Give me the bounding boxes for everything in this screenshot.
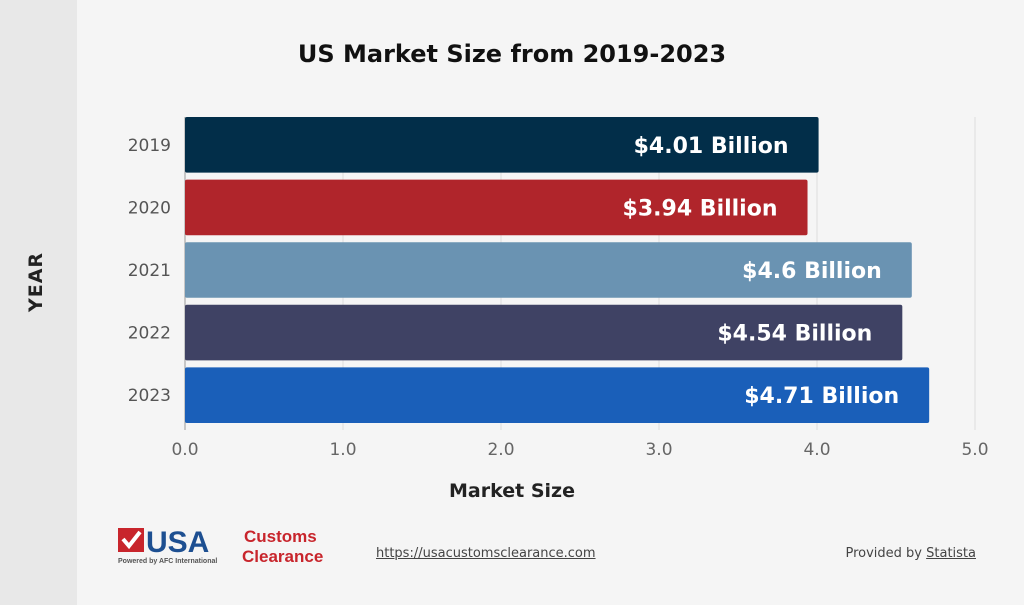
data-label: $3.94 Billion (623, 196, 778, 221)
bar-2019 (185, 117, 819, 173)
x-tick-label: 1.0 (329, 440, 356, 460)
data-label: $4.71 Billion (744, 384, 899, 409)
bar-2022 (185, 304, 903, 361)
data-label: $4.01 Billion (634, 134, 789, 159)
provided-by-label: Provided by (845, 546, 922, 561)
website-link[interactable]: https://usacustomsclearance.com (376, 546, 596, 561)
bar-2020 (185, 179, 808, 236)
y-tick-label: 2021 (128, 261, 171, 281)
svg-text:Powered by AFC International: Powered by AFC International (118, 558, 217, 565)
usa-customs-clearance-logo: USA Customs Clearance Powered by AFC Int… (118, 526, 323, 566)
x-tick-label: 0.0 (171, 440, 198, 460)
y-tick-label: 2023 (128, 386, 171, 406)
data-label: $4.54 Billion (717, 322, 872, 347)
svg-text:Customs: Customs (244, 527, 317, 546)
bar-2021 (185, 242, 912, 298)
y-tick-label: 2019 (128, 136, 171, 156)
svg-text:USA: USA (146, 526, 209, 559)
chart-title: US Market Size from 2019-2023 (297, 40, 727, 68)
y-tick-label: 2022 (128, 324, 171, 344)
data-label: $4.6 Billion (742, 259, 882, 284)
x-tick-label: 3.0 (645, 440, 672, 460)
bar-2023 (185, 367, 930, 423)
x-tick-label: 5.0 (961, 440, 988, 460)
side-strip (0, 0, 77, 605)
y-tick-label: 2020 (128, 198, 171, 218)
source-credit: Provided by Statista (845, 546, 976, 561)
x-axis-label: Market Size (449, 480, 575, 502)
x-tick-label: 2.0 (487, 440, 514, 460)
statista-link[interactable]: Statista (926, 546, 976, 561)
x-tick-label: 4.0 (803, 440, 830, 460)
svg-text:Clearance: Clearance (242, 547, 323, 566)
